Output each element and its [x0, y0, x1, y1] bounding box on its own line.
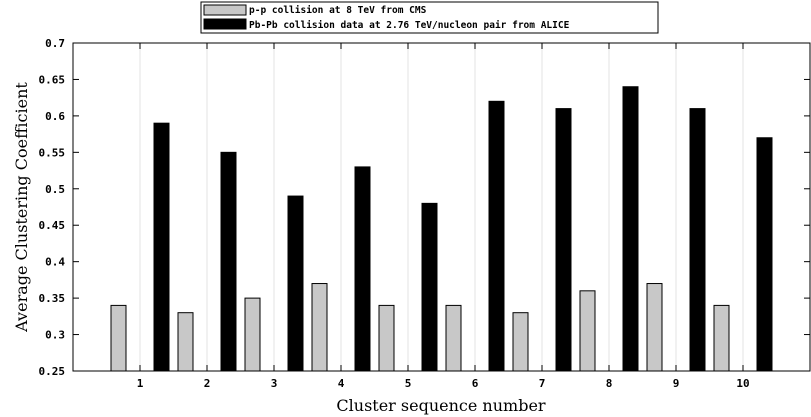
bar-alice	[489, 101, 504, 371]
bar-alice	[422, 203, 437, 371]
y-tick-label: 0.3	[45, 329, 65, 342]
x-tick-label: 6	[472, 377, 479, 390]
y-tick-label: 0.45	[39, 219, 66, 232]
bar-cms	[714, 305, 729, 371]
legend-swatch-cms	[204, 5, 246, 15]
x-tick-label: 4	[338, 377, 345, 390]
bar-cms	[245, 298, 260, 371]
bar-cms	[312, 284, 327, 371]
x-tick-label: 10	[736, 377, 749, 390]
bar-alice	[757, 138, 772, 371]
y-tick-label: 0.55	[39, 146, 66, 159]
x-tick-label: 2	[204, 377, 211, 390]
x-tick-label: 9	[673, 377, 680, 390]
y-tick-label: 0.4	[45, 256, 65, 269]
bar-cms	[446, 305, 461, 371]
bar-cms	[111, 305, 126, 371]
x-axis-title: Cluster sequence number	[336, 396, 546, 415]
legend-swatch-alice	[204, 19, 246, 29]
bar-alice	[623, 87, 638, 371]
x-tick-label: 5	[405, 377, 412, 390]
x-tick-label: 1	[137, 377, 144, 390]
legend: p-p collision at 8 TeV from CMS Pb-Pb co…	[201, 2, 658, 33]
bar-cms	[379, 305, 394, 371]
bar-alice	[221, 152, 236, 371]
legend-label-cms: p-p collision at 8 TeV from CMS	[249, 5, 427, 16]
y-tick-label: 0.5	[45, 183, 65, 196]
x-tick-label: 8	[606, 377, 613, 390]
bar-cms	[580, 291, 595, 371]
bar-cms	[178, 313, 193, 371]
bar-cms	[647, 284, 662, 371]
y-tick-label: 0.65	[39, 73, 66, 86]
y-tick-label: 0.7	[45, 37, 65, 50]
bar-alice	[355, 167, 370, 371]
x-tick-label: 7	[539, 377, 546, 390]
y-tick-label: 0.25	[39, 365, 66, 378]
bar-cms	[513, 313, 528, 371]
x-tick-label: 3	[271, 377, 278, 390]
y-tick-label: 0.35	[39, 292, 66, 305]
bar-alice	[154, 123, 169, 371]
legend-label-alice: Pb-Pb collision data at 2.76 TeV/nucleon…	[249, 20, 570, 31]
bar-alice	[288, 196, 303, 371]
bar-alice	[556, 109, 571, 371]
bar-alice	[690, 109, 705, 371]
y-axis-title: Average Clustering Coefficient	[12, 82, 31, 333]
y-tick-label: 0.6	[45, 110, 65, 123]
